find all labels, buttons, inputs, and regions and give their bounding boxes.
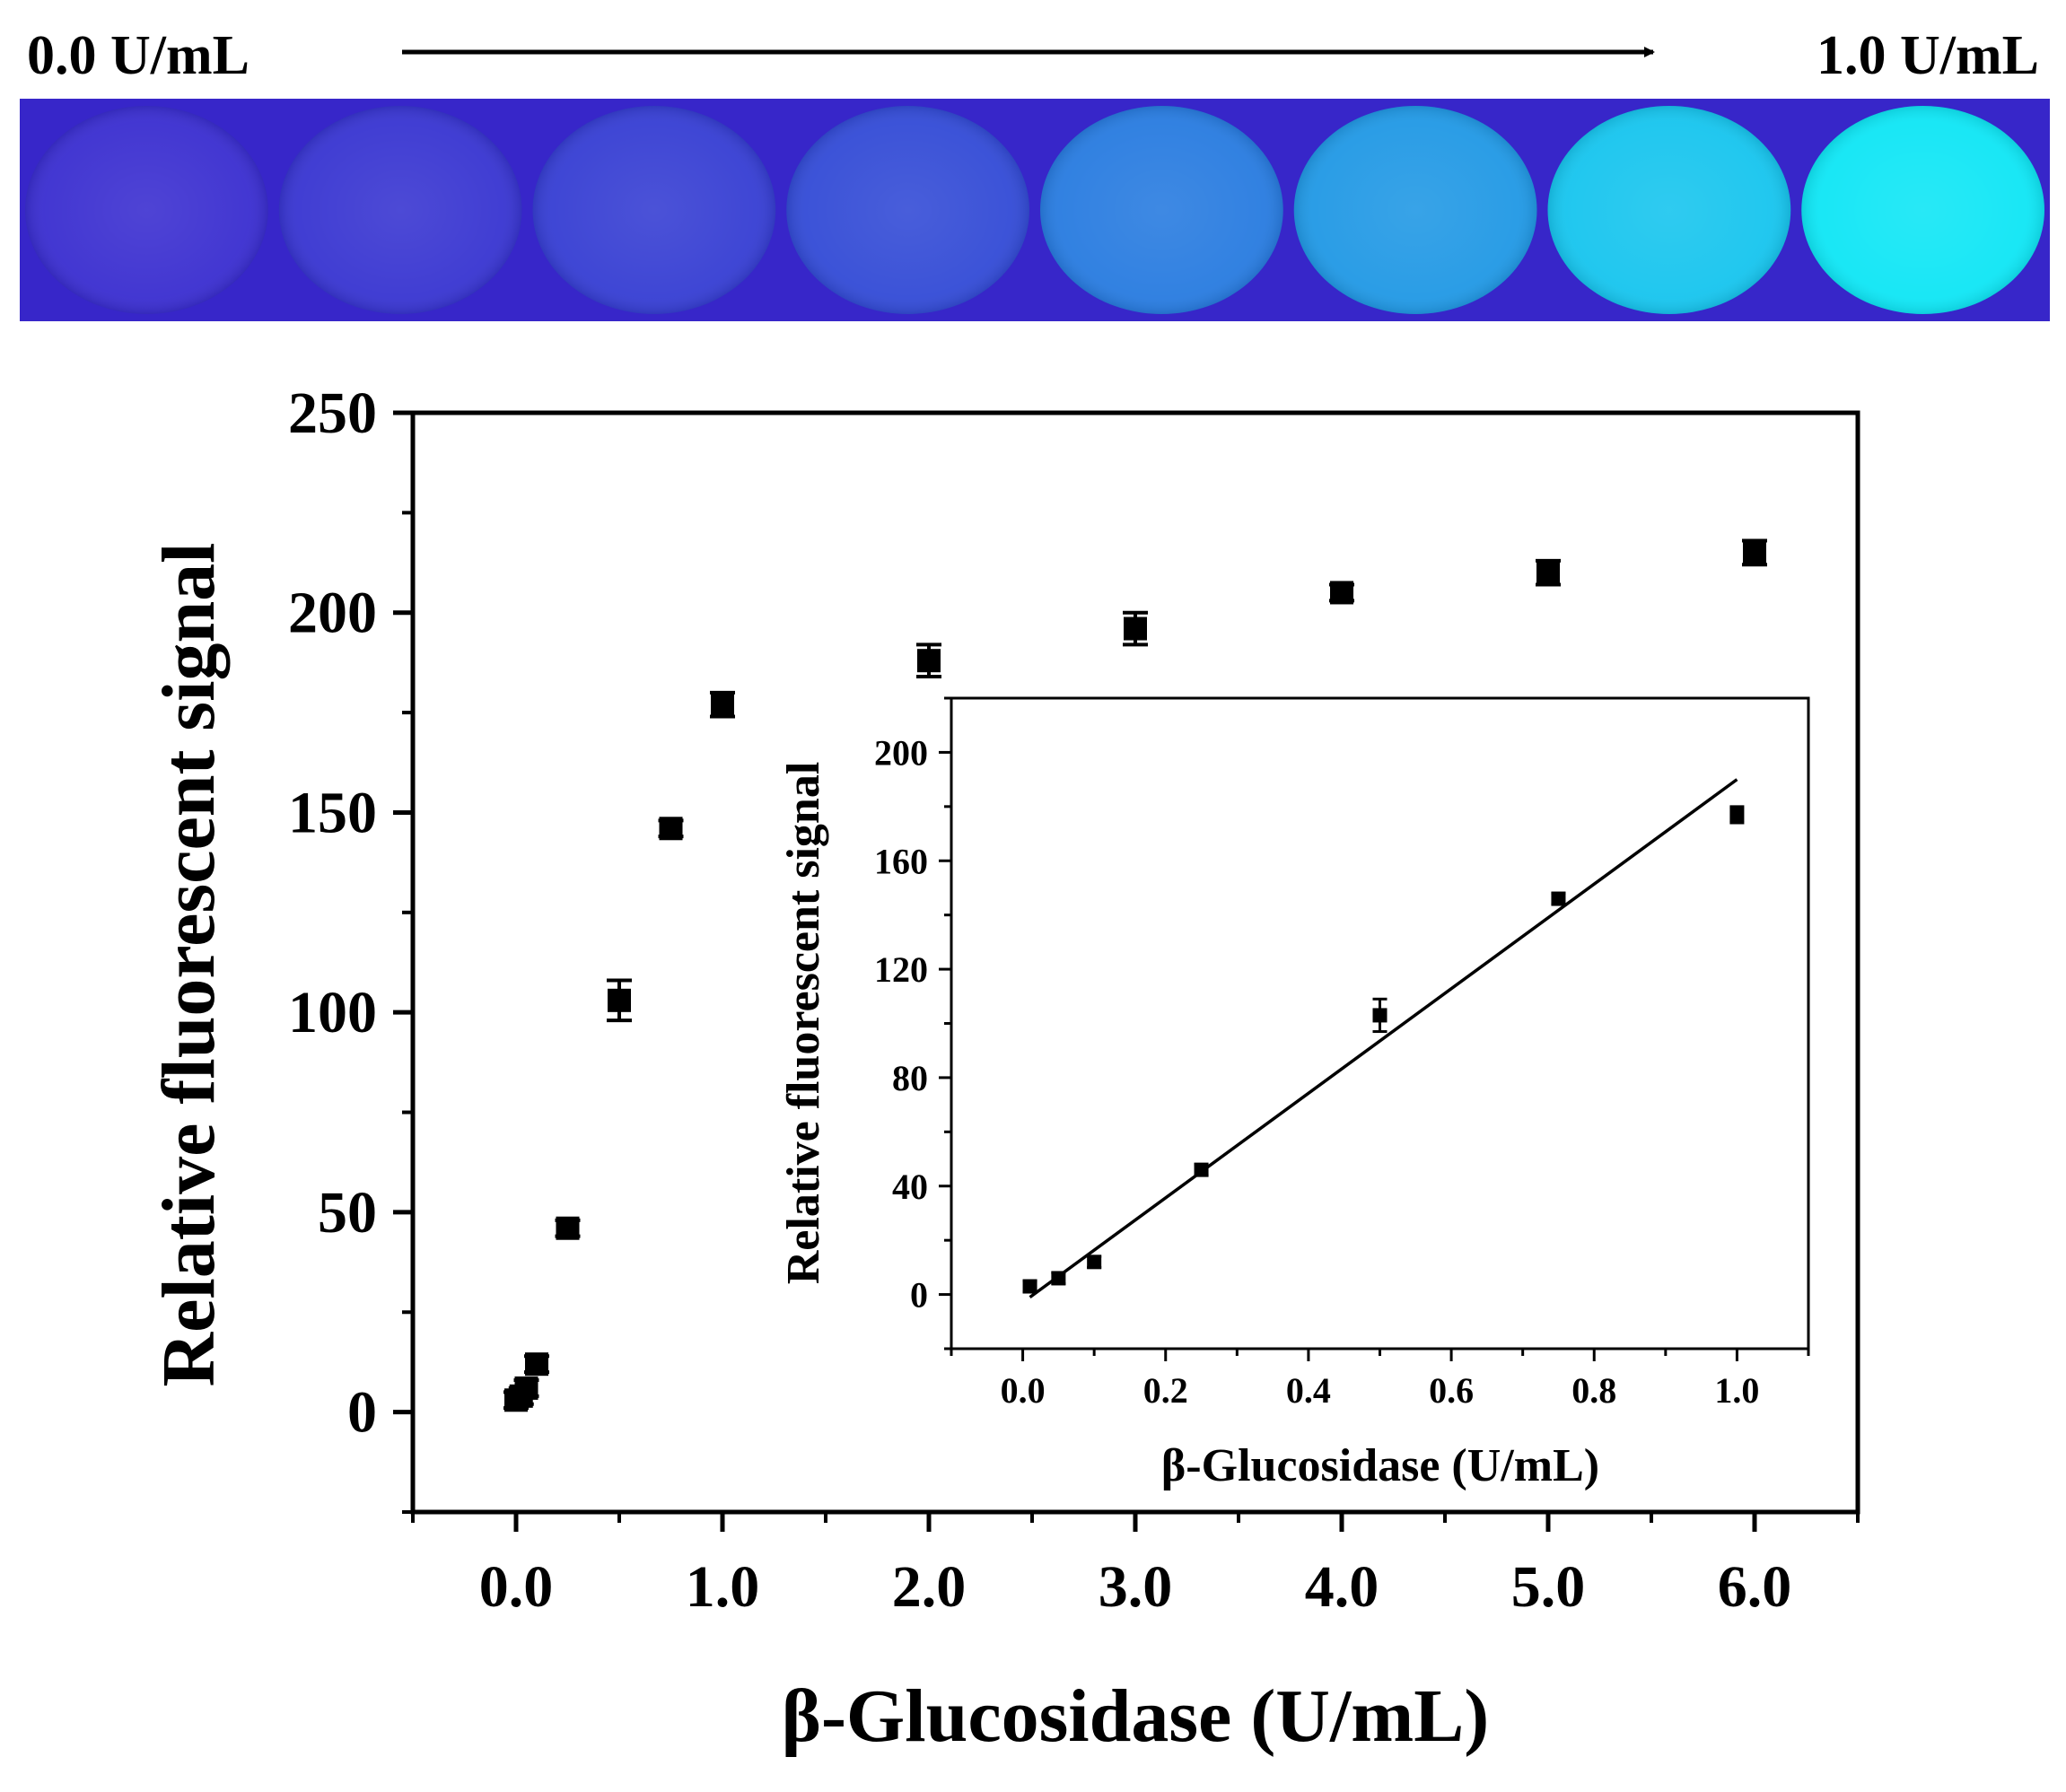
main-data-point xyxy=(525,1352,548,1377)
main-y-axis-label: Relative fluorescent signal xyxy=(147,543,231,1387)
fluorescence-well-shading xyxy=(1801,106,2044,314)
main-data-point xyxy=(1536,561,1560,585)
main-y-tick-label: 200 xyxy=(288,581,377,646)
main-data-point xyxy=(514,1376,538,1400)
inset-x-tick-label: 0.4 xyxy=(1286,1370,1331,1411)
main-x-tick-label: 4.0 xyxy=(1305,1554,1379,1620)
inset-chart: 0 40 80 120 160 200 0.0 0.2 0.4 0.6 0.8 1.0 β-Gluco… xyxy=(778,696,1810,1491)
fluorescence-well-shading xyxy=(25,106,268,314)
inset-y-tick-label: 80 xyxy=(892,1058,928,1098)
inset-data-point xyxy=(1729,807,1745,822)
inset-x-axis-label: β-Glucosidase (U/mL) xyxy=(1161,1440,1599,1491)
inset-y-axis-label: Relative fluorescent signal xyxy=(778,762,829,1285)
inset-y-tick-label: 160 xyxy=(874,841,928,881)
inset-fit-line xyxy=(1029,778,1738,1299)
main-x-tick-label: 2.0 xyxy=(892,1554,967,1620)
inset-x-tick-label: 0.0 xyxy=(1001,1370,1046,1411)
fluorescence-well-shading xyxy=(278,106,522,314)
main-data-point xyxy=(608,988,631,1012)
inset-y-tick-label: 200 xyxy=(874,732,928,773)
fluorescence-well-shading xyxy=(1040,106,1283,314)
main-y-tick-label: 150 xyxy=(288,780,377,845)
main-data-point xyxy=(1743,540,1766,564)
inset-data-point xyxy=(1372,1008,1388,1023)
inset-x-tick-label: 0.2 xyxy=(1143,1370,1188,1411)
main-data-point xyxy=(1330,581,1353,605)
main-y-tick-label: 0 xyxy=(347,1380,377,1446)
inset-data-point xyxy=(1551,891,1566,906)
main-data-point xyxy=(556,1216,580,1240)
fluorescence-strip xyxy=(20,99,2050,321)
main-x-tick-label: 3.0 xyxy=(1099,1554,1173,1620)
inset-data-point xyxy=(1087,1254,1102,1270)
inset-data-point xyxy=(1051,1271,1066,1286)
main-data-point xyxy=(1124,616,1147,641)
inset-y-tick-label: 120 xyxy=(874,949,928,990)
main-x-tick-label: 6.0 xyxy=(1718,1554,1792,1620)
fluorescence-well-shading xyxy=(532,106,776,314)
inset-data-point xyxy=(1022,1279,1037,1294)
main-data-point xyxy=(711,693,734,717)
inset-x-tick-label: 1.0 xyxy=(1714,1370,1759,1411)
main-x-axis-label: β-Glucosidase (U/mL) xyxy=(782,1674,1490,1758)
main-y-tick-label: 50 xyxy=(318,1180,377,1246)
main-data-point xyxy=(659,817,683,841)
inset-data-point xyxy=(1194,1162,1209,1177)
fluorescence-well-shading xyxy=(786,106,1029,314)
inset-x-tick-label: 0.8 xyxy=(1571,1370,1616,1411)
main-chart: 0 50 100 150 200 250 0.0 1.0 2.0 3.0 4.0 5.0 6.0 β-G… xyxy=(147,380,1860,1758)
strip-label-left: 0.0 U/mL xyxy=(27,25,249,86)
main-x-tick-label: 5.0 xyxy=(1511,1554,1586,1620)
fluorescence-well-shading xyxy=(1547,106,1791,314)
inset-y-tick-label: 0 xyxy=(910,1275,928,1316)
main-x-tick-label: 1.0 xyxy=(686,1554,760,1620)
main-y-tick-label: 250 xyxy=(288,380,377,446)
fluorescence-well-shading xyxy=(1293,106,1537,314)
inset-y-tick-label: 40 xyxy=(892,1167,928,1207)
main-y-tick-label: 100 xyxy=(288,980,377,1045)
main-data-point xyxy=(917,649,941,673)
inset-x-tick-label: 0.6 xyxy=(1429,1370,1474,1411)
strip-label-right: 1.0 U/mL xyxy=(1817,25,2039,86)
main-x-tick-label: 0.0 xyxy=(479,1554,554,1620)
